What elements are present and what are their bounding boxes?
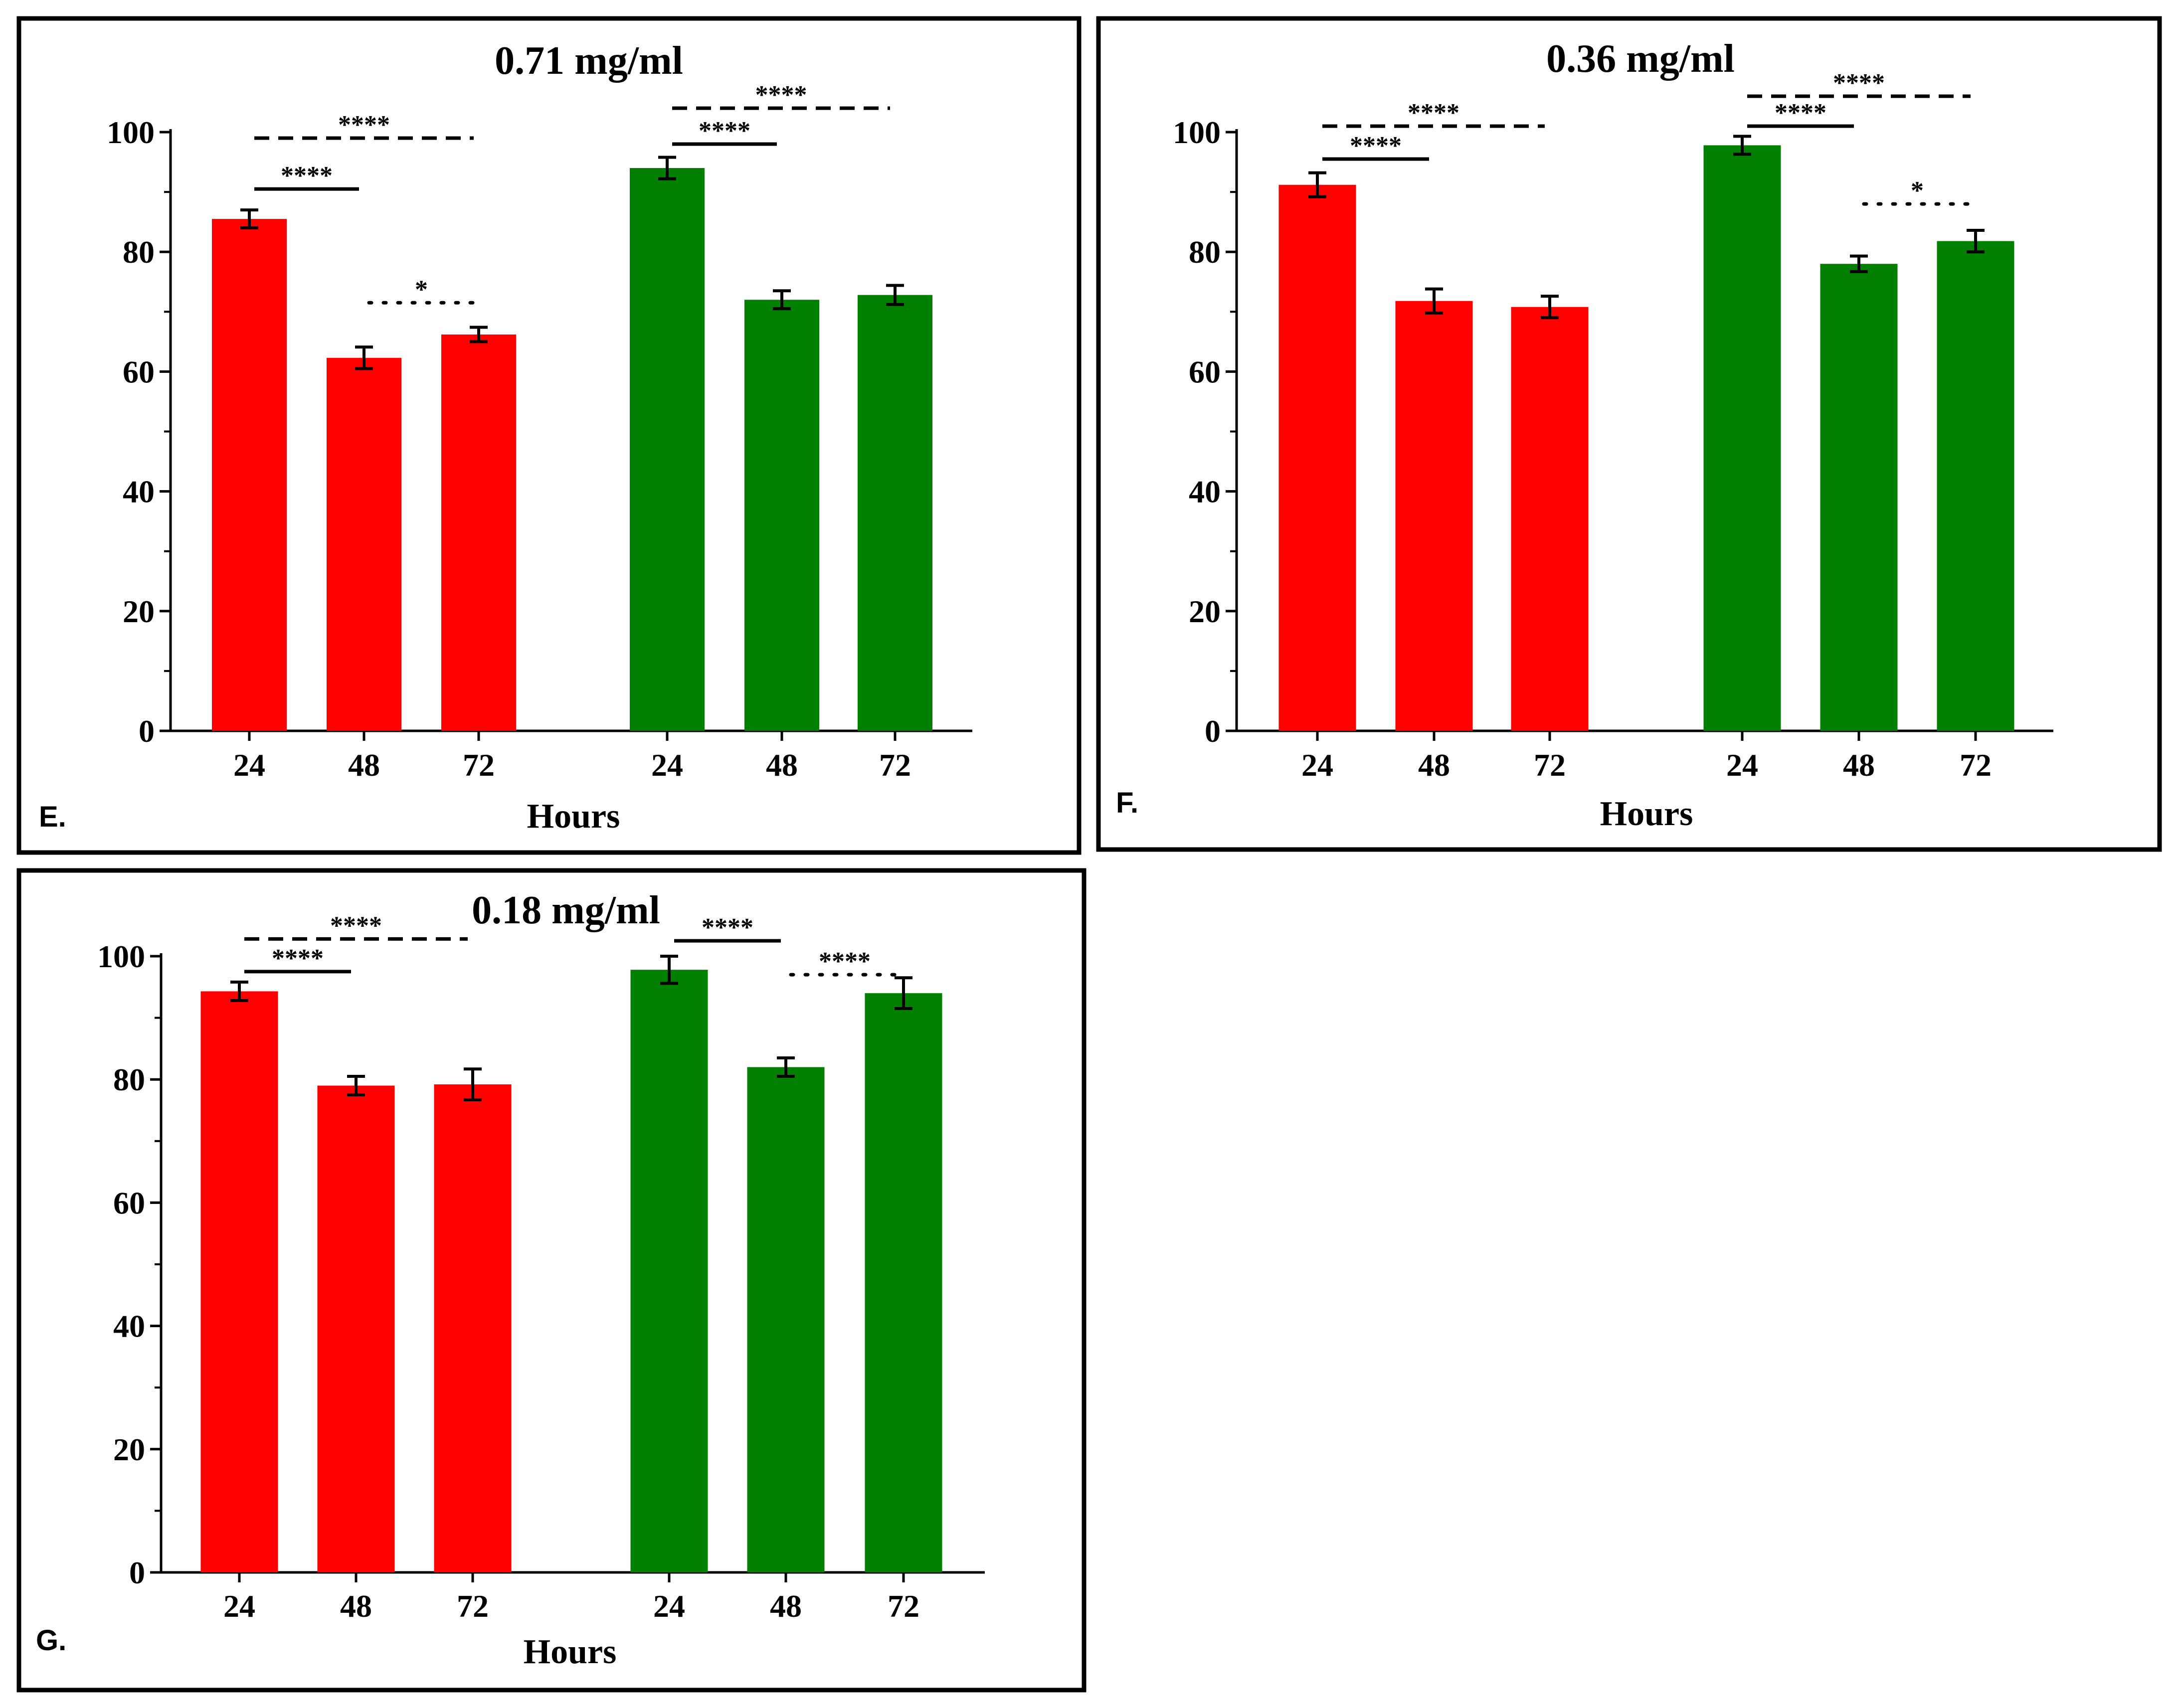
significance-label: **** xyxy=(699,117,750,145)
panel-e-xlabel: Hours xyxy=(527,797,620,836)
panel-f: 0.36 mg/ml Hours F. 0 20 40 60 80 100 24 48 72 24… xyxy=(1096,16,2162,852)
y-tick-label: 80 xyxy=(113,1062,145,1097)
bar xyxy=(858,295,932,731)
y-tick-label: 0 xyxy=(139,713,155,749)
bar xyxy=(1820,264,1898,731)
y-tick-label: 100 xyxy=(107,115,155,150)
panel-g-label: G. xyxy=(36,1624,66,1657)
bar xyxy=(1278,184,1356,731)
x-tick-label: 48 xyxy=(1843,747,1875,783)
bar xyxy=(1511,307,1589,731)
bar xyxy=(630,970,708,1572)
y-tick-label: 0 xyxy=(1205,713,1221,749)
significance-label: * xyxy=(415,275,428,304)
y-tick-label: 40 xyxy=(1189,474,1221,510)
significance-label: **** xyxy=(1775,99,1826,127)
x-tick-label: 48 xyxy=(348,747,380,783)
y-tick-label: 60 xyxy=(113,1185,145,1220)
y-tick-label: 0 xyxy=(129,1555,145,1590)
significance-label: **** xyxy=(330,911,382,940)
bar xyxy=(865,993,942,1572)
x-tick-label: 72 xyxy=(888,1588,919,1624)
significance-label: **** xyxy=(702,913,753,942)
y-tick-label: 40 xyxy=(123,474,155,510)
panel-e-frame xyxy=(16,16,1082,855)
y-tick-label: 60 xyxy=(123,354,155,389)
y-tick-label: 100 xyxy=(1173,115,1221,150)
y-tick-label: 20 xyxy=(113,1432,145,1467)
panel-e-label: E. xyxy=(39,801,66,833)
significance-label: **** xyxy=(1833,69,1885,97)
x-tick-label: 24 xyxy=(223,1588,255,1624)
panel-e-title: 0.71 mg/ml xyxy=(495,39,683,83)
x-tick-label: 72 xyxy=(457,1588,489,1624)
x-tick-label: 48 xyxy=(340,1588,372,1624)
bar xyxy=(317,1085,395,1572)
x-tick-label: 24 xyxy=(233,747,265,783)
x-tick-label: 24 xyxy=(1301,747,1333,783)
x-tick-label: 72 xyxy=(1534,747,1566,783)
panel-g-xlabel: Hours xyxy=(524,1633,617,1671)
significance-label: **** xyxy=(281,162,333,190)
panel-g-frame xyxy=(16,868,1087,1693)
panel-f-label: F. xyxy=(1116,787,1138,819)
x-tick-label: 24 xyxy=(1726,747,1758,783)
bar xyxy=(212,219,287,731)
bar xyxy=(1937,241,2014,731)
y-tick-label: 80 xyxy=(1189,234,1221,270)
x-tick-label: 48 xyxy=(770,1588,802,1624)
bar xyxy=(441,334,516,731)
significance-label: **** xyxy=(272,944,324,973)
panel-e: 0.71 mg/ml Hours E. 0 20 40 60 80 100 24 48 72 24… xyxy=(16,16,1082,855)
bar xyxy=(747,1067,825,1572)
bar xyxy=(200,991,278,1572)
x-tick-label: 48 xyxy=(766,747,798,783)
x-tick-label: 72 xyxy=(1960,747,1992,783)
bar xyxy=(1395,301,1473,731)
panel-f-xlabel: Hours xyxy=(1600,795,1693,833)
significance-label: **** xyxy=(755,81,807,109)
panel-f-title: 0.36 mg/ml xyxy=(1546,37,1735,81)
bar xyxy=(1703,145,1781,731)
significance-label: **** xyxy=(338,111,390,139)
panel-g: 0.18 mg/ml Hours G. 0 20 40 60 80 100 24 48 72 24… xyxy=(16,868,1087,1693)
y-tick-label: 40 xyxy=(113,1309,145,1344)
y-tick-label: 60 xyxy=(1189,354,1221,389)
y-tick-label: 80 xyxy=(123,234,155,270)
significance-label: **** xyxy=(1408,99,1459,127)
significance-label: **** xyxy=(1350,132,1402,160)
significance-label: **** xyxy=(819,947,871,976)
x-tick-label: 72 xyxy=(463,747,495,783)
bar xyxy=(744,300,819,731)
x-tick-label: 72 xyxy=(879,747,911,783)
panel-f-frame xyxy=(1096,16,2162,852)
x-tick-label: 24 xyxy=(651,747,683,783)
bar xyxy=(630,168,705,731)
x-tick-label: 48 xyxy=(1418,747,1450,783)
x-tick-label: 24 xyxy=(653,1588,685,1624)
y-tick-label: 100 xyxy=(97,939,145,974)
bar xyxy=(327,357,401,731)
y-tick-label: 20 xyxy=(1189,594,1221,629)
panel-g-title: 0.18 mg/ml xyxy=(472,888,660,932)
bar xyxy=(434,1084,512,1572)
y-tick-label: 20 xyxy=(123,594,155,629)
significance-label: * xyxy=(1911,176,1924,205)
